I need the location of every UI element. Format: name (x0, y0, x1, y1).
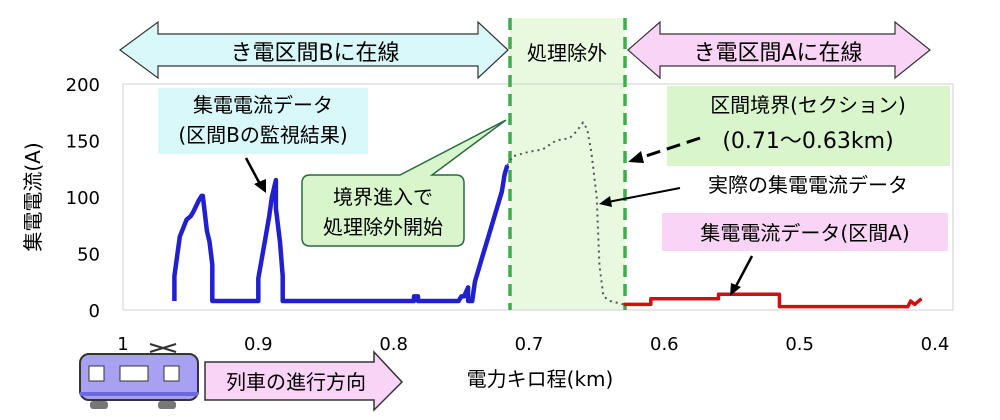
y-tick-label: 100 (66, 188, 100, 209)
callout-boundary-arrowhead (628, 151, 644, 163)
callout-section-b-line1: 集電電流データ (193, 93, 333, 117)
train-icon (79, 343, 199, 409)
callout-boundary-arrow (639, 136, 701, 160)
callout-actual-arrowhead (599, 196, 612, 207)
x-tick-label: 0.7 (515, 334, 544, 355)
y-tick-label: 0 (89, 301, 100, 322)
x-tick-label: 0.9 (244, 334, 273, 355)
exclusion-label: 処理除外 (527, 41, 607, 65)
callout-section-a-arrowhead (730, 283, 741, 296)
y-tick-label: 50 (77, 245, 100, 266)
callout-entry-line1: 境界進入で (333, 185, 433, 209)
callout-section-b-line2: (区間Bの監視結果) (178, 123, 347, 147)
callout-section-b-arrowhead (254, 179, 266, 193)
x-tick-label: 0.8 (379, 334, 408, 355)
callout-section-a (662, 213, 948, 251)
direction-arrow (204, 350, 404, 412)
callout-section-a-label: 集電電流データ(区間A) (700, 221, 909, 245)
callout-actual: 実際の集電電流データ (708, 173, 908, 197)
x-tick-label: 0.4 (921, 334, 950, 355)
callout-section-b (158, 88, 368, 154)
y-tick-label: 150 (66, 132, 100, 153)
x-tick-label: 0.6 (650, 334, 679, 355)
series-line-actual (506, 121, 624, 306)
y-tick-label: 200 (66, 75, 100, 96)
series-group (172, 121, 923, 309)
exclusion-region (510, 18, 625, 310)
callout-section-a-arrow (733, 255, 754, 289)
callout-boundary-line1: 区間境界(セクション) (710, 93, 906, 117)
section-b-arrow (118, 20, 509, 80)
y-axis-title: 集電電流(A) (21, 142, 45, 251)
section-a-arrow (627, 20, 931, 80)
x-tick-label: 1 (117, 334, 128, 355)
callout-boundary-line2: (0.71〜0.63km) (722, 129, 893, 154)
section-b-arrow-label: き電区間Bに在線 (230, 41, 399, 66)
x-ticks: 1 0.9 0.8 0.7 0.6 0.5 0.4 (117, 334, 949, 355)
callout-section-b-arrow (244, 157, 263, 187)
callout-entry-bubble (301, 119, 507, 247)
y-ticks: 0 50 100 150 200 (66, 75, 100, 322)
callout-boundary (667, 86, 950, 166)
x-axis-title: 電力キロ程(km) (467, 367, 614, 391)
plot-frame (122, 83, 954, 311)
series-line-section-b (172, 164, 510, 304)
section-a-arrow-label: き電区間Aに在線 (693, 41, 862, 66)
series-line-section-a (623, 292, 923, 309)
callout-entry-line2: 処理除外開始 (323, 215, 443, 239)
direction-label: 列車の進行方向 (226, 370, 366, 394)
callout-actual-arrow (607, 187, 681, 203)
x-tick-label: 0.5 (785, 334, 814, 355)
